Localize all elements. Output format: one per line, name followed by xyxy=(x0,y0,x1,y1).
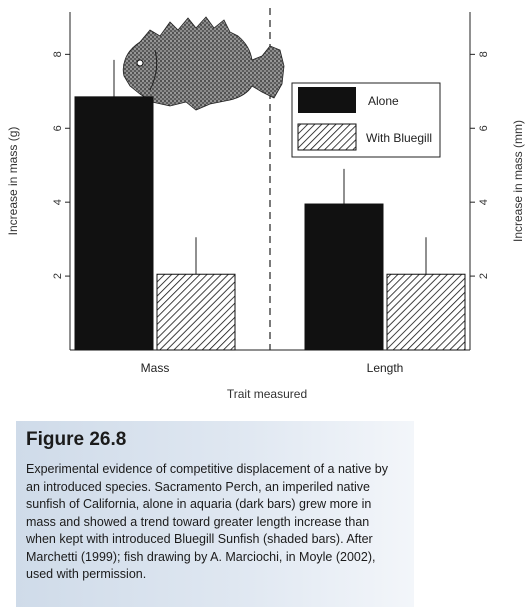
bar-length-alone xyxy=(304,203,384,351)
caption-line: Marchetti (1999); fish drawing by A. Mar… xyxy=(26,549,376,564)
legend-label-with-bluegill: With Bluegill xyxy=(366,131,432,145)
caption-line: mass and showed a trend toward greater l… xyxy=(26,514,370,529)
legend-swatch-alone xyxy=(298,87,356,113)
fish-eye-icon xyxy=(136,59,144,67)
x-axis-title: Trait measured xyxy=(227,387,307,401)
legend-swatch-with-bluegill xyxy=(297,123,357,151)
right-tick-label: 8 xyxy=(478,51,490,57)
right-ticks: 2 4 6 8 xyxy=(470,51,490,279)
left-y-axis-title: Increase in mass (g) xyxy=(6,127,20,236)
figure-caption: Figure 26.8 Experimental evidence of com… xyxy=(16,421,414,607)
legend: Alone With Bluegill xyxy=(291,82,441,158)
bar-length-with-bluegill xyxy=(386,273,466,351)
legend-label-alone: Alone xyxy=(368,94,399,108)
bar-mass-with-bluegill xyxy=(156,273,236,351)
caption-line: sunfish of California, alone in aquaria … xyxy=(26,497,372,511)
right-y-axis-title: Increase in mass (mm) xyxy=(511,120,525,242)
left-tick-label: 8 xyxy=(52,51,64,57)
category-label-mass: Mass xyxy=(141,361,170,375)
category-label-length: Length xyxy=(367,361,404,375)
right-tick-label: 6 xyxy=(478,125,490,131)
left-tick-label: 2 xyxy=(52,273,64,279)
bar-chart: 2 4 6 8 2 4 6 8 Mass Length Trait measured Inc… xyxy=(6,8,525,401)
caption-line: Experimental evidence of competitive dis… xyxy=(26,462,388,476)
bars-layer xyxy=(74,59,466,351)
caption-line: when kept with introduced Bluegill Sunfi… xyxy=(26,532,373,546)
left-ticks: 2 4 6 8 xyxy=(52,51,70,279)
right-tick-label: 2 xyxy=(478,273,490,279)
caption-line: an introduced species. Sacramento Perch,… xyxy=(26,479,370,494)
bar-mass-alone xyxy=(74,96,154,351)
fish-illustration xyxy=(122,16,285,111)
caption-line: used with permission. xyxy=(26,567,147,581)
left-tick-label: 6 xyxy=(52,125,64,131)
caption-title: Figure 26.8 xyxy=(26,429,127,450)
left-tick-label: 4 xyxy=(52,199,64,205)
right-tick-label: 4 xyxy=(478,199,490,205)
caption-body: Experimental evidence of competitive dis… xyxy=(26,461,418,584)
